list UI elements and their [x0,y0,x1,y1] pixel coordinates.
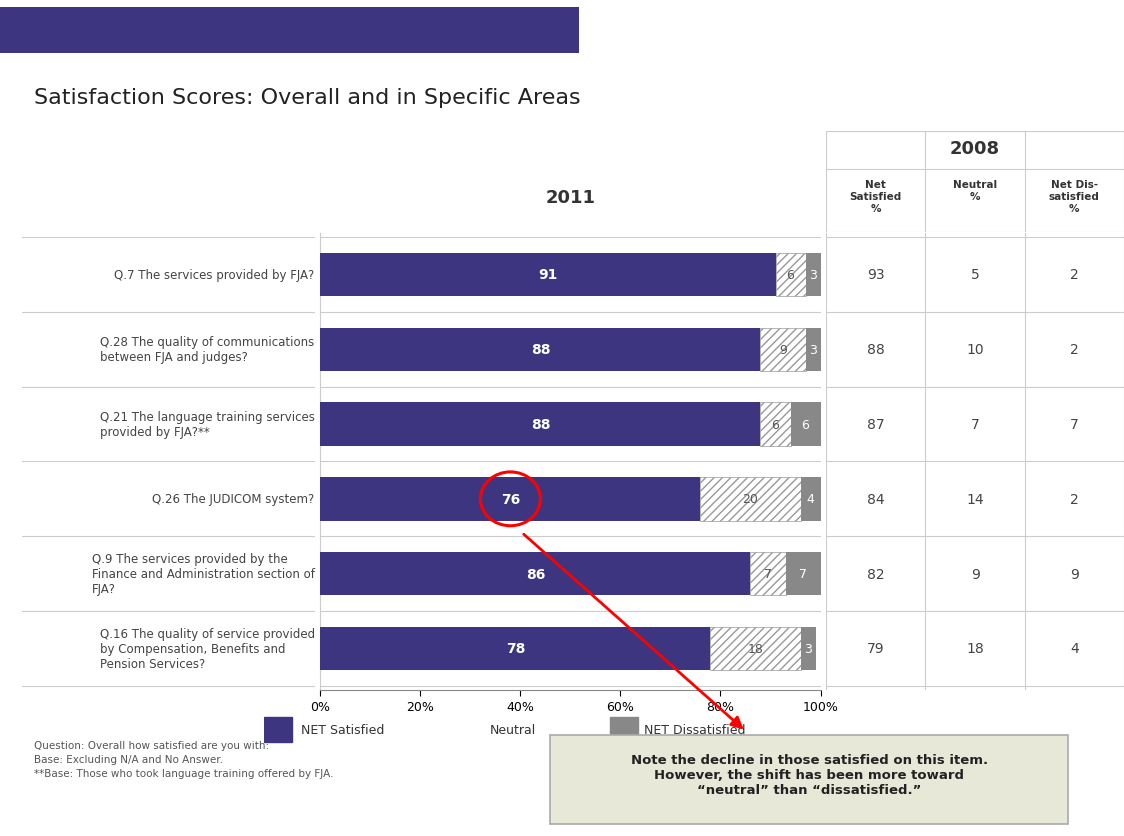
Text: 93: 93 [867,268,885,283]
Bar [456,717,483,742]
Text: Question: Overall how satisfied are you with:
Base: Excluding N/A and No Answer.: Question: Overall how satisfied are you … [34,740,333,777]
Text: 2: 2 [1070,268,1079,283]
Text: 88: 88 [531,343,550,357]
Text: 4: 4 [807,492,815,506]
Text: 2011: 2011 [545,189,596,206]
Text: 86: 86 [526,567,545,581]
Text: Q.21 The language training services
provided by FJA?**: Q.21 The language training services prov… [100,410,315,439]
Bar [806,329,821,371]
Text: Q.7 The services provided by FJA?: Q.7 The services provided by FJA? [115,268,315,282]
Text: Note the decline in those satisfied on this item.
However, the shift has been mo: Note the decline in those satisfied on t… [631,753,988,796]
Bar [320,253,776,297]
Bar [800,477,821,521]
Text: 88: 88 [531,417,550,431]
Text: 7: 7 [764,568,772,580]
Text: 6: 6 [771,418,779,431]
Bar [700,477,800,521]
Bar [320,553,751,595]
Text: 18: 18 [747,642,763,655]
Text: 7: 7 [971,417,979,431]
Bar [610,717,638,742]
Text: 88: 88 [867,343,885,357]
FancyBboxPatch shape [551,736,1068,823]
Text: 9: 9 [1070,567,1079,581]
Text: 14: 14 [967,492,984,507]
Bar [320,329,761,371]
Bar [751,553,786,595]
Text: Neutral: Neutral [490,723,536,736]
Text: 10: 10 [967,343,984,357]
Bar [761,403,790,446]
Text: Q.16 The quality of service provided
by Compensation, Benefits and
Pension Servi: Q.16 The quality of service provided by … [100,627,315,670]
Text: 84: 84 [867,492,885,507]
Text: 3: 3 [809,268,817,282]
Bar [786,553,821,595]
Text: Satisfaction Scores: Overall and in Specific Areas: Satisfaction Scores: Overall and in Spec… [34,88,580,108]
Text: 2: 2 [1070,492,1079,507]
Text: Neutral
%: Neutral % [953,181,997,201]
Text: 4: 4 [1070,641,1079,655]
Text: 9: 9 [779,344,787,356]
Bar [800,627,816,670]
Bar [320,477,700,521]
Text: 3: 3 [804,642,812,655]
Text: 91: 91 [538,268,558,283]
Bar [776,253,806,297]
Text: 20: 20 [743,492,759,506]
Text: 3: 3 [809,344,817,356]
Text: Net Dis-
satisfied
%: Net Dis- satisfied % [1049,181,1099,213]
Text: NET Satisfied: NET Satisfied [301,723,384,736]
Text: 2008: 2008 [950,140,1000,158]
Text: 7: 7 [799,568,807,580]
Text: 82: 82 [867,567,885,581]
Bar [790,403,821,446]
Bar [806,253,821,297]
Text: 9: 9 [971,567,979,581]
Text: NET Dissatisfied: NET Dissatisfied [644,723,746,736]
Bar [320,627,710,670]
Bar [264,717,292,742]
Bar [761,329,806,371]
Text: 2: 2 [1070,343,1079,357]
Text: 79: 79 [867,641,885,655]
Text: Q.28 The quality of communications
between FJA and judges?: Q.28 The quality of communications betwe… [100,336,315,364]
Text: 18: 18 [967,641,984,655]
Text: Net
Satisfied
%: Net Satisfied % [850,181,901,213]
Text: 7: 7 [1070,417,1079,431]
Text: 6: 6 [801,418,809,431]
Text: 76: 76 [501,492,520,507]
Text: 87: 87 [867,417,885,431]
Text: Q.26 The JUDICOM system?: Q.26 The JUDICOM system? [153,492,315,506]
Text: 78: 78 [506,641,525,655]
Bar [710,627,800,670]
Text: Q.9 The services provided by the
Finance and Administration section of
FJA?: Q.9 The services provided by the Finance… [92,553,315,595]
Bar [320,403,761,446]
Text: 5: 5 [971,268,979,283]
Text: 6: 6 [787,268,795,282]
